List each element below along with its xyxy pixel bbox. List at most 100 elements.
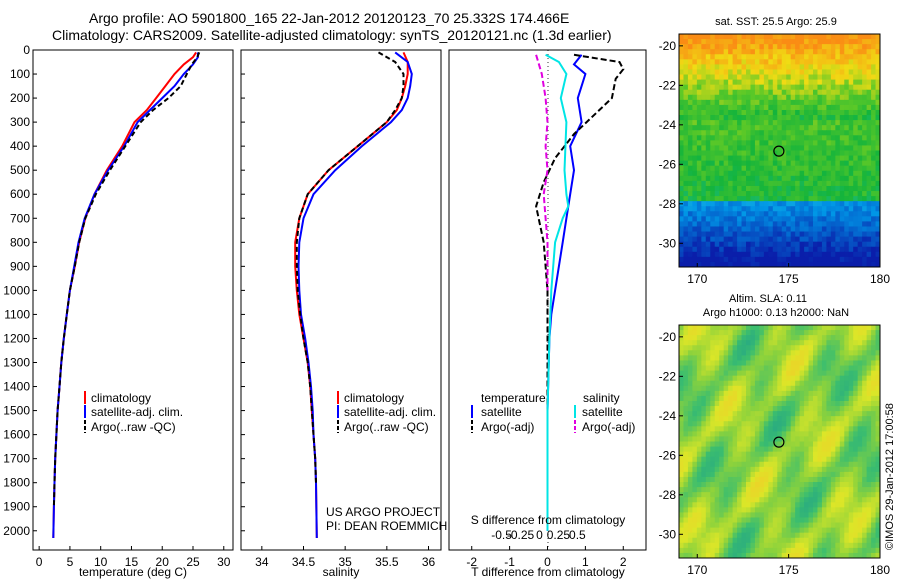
heatmap-cell <box>817 522 823 529</box>
heatmap-cell <box>844 69 850 76</box>
heatmap-cell <box>813 395 819 402</box>
heatmap-cell <box>826 431 832 438</box>
heatmap-cell <box>839 236 845 243</box>
heatmap-cell <box>799 99 805 106</box>
heatmap-cell <box>763 170 769 177</box>
heatmap-cell <box>692 49 698 55</box>
heatmap-cell <box>714 471 720 478</box>
heatmap-cell <box>705 400 711 407</box>
heatmap-cell <box>813 330 819 336</box>
heatmap-cell <box>719 165 725 172</box>
heatmap-cell <box>866 170 872 177</box>
heatmap-cell <box>692 44 698 50</box>
heatmap-cell <box>817 211 823 217</box>
heatmap-cell <box>719 120 725 126</box>
heatmap-cell <box>853 512 859 519</box>
legend-label-climatology: climatology <box>91 391 151 405</box>
heatmap-cell <box>777 120 783 126</box>
heatmap-cell <box>746 185 752 192</box>
heatmap-cell <box>871 431 877 438</box>
heatmap-cell <box>719 125 725 131</box>
heatmap-cell <box>813 206 819 212</box>
heatmap-cell <box>741 94 747 101</box>
heatmap-cell <box>754 421 760 427</box>
heatmap-cell <box>741 155 747 162</box>
heatmap-cell <box>763 345 769 351</box>
lat-tick-label: -22 <box>659 369 677 383</box>
heatmap-cell <box>871 456 877 463</box>
heatmap-cell <box>786 537 792 544</box>
heatmap-cell <box>701 532 707 539</box>
heatmap-cell <box>696 537 702 544</box>
heatmap-cell <box>692 456 698 463</box>
heatmap-cell <box>750 380 756 387</box>
heatmap-cell <box>768 471 774 478</box>
heatmap-cell <box>853 507 859 514</box>
heatmap-cell <box>741 79 747 86</box>
heatmap-cell <box>728 537 734 544</box>
heatmap-cell <box>799 335 805 341</box>
heatmap-cell <box>741 492 747 498</box>
heatmap-cell <box>862 201 868 207</box>
heatmap-cell <box>679 256 685 263</box>
heatmap-cell <box>826 471 832 478</box>
sla-map-frame <box>678 324 881 559</box>
heatmap-cell <box>790 180 796 187</box>
heatmap-cell <box>701 165 707 172</box>
heatmap-cell <box>844 395 850 402</box>
heatmap-cell <box>844 44 850 50</box>
heatmap-cell <box>826 160 832 167</box>
heatmap-cell <box>853 340 859 346</box>
heatmap-cell <box>750 350 756 356</box>
heatmap-cell <box>710 330 716 336</box>
heatmap-cell <box>875 99 880 106</box>
heatmap-cell <box>696 527 702 534</box>
heatmap-cell <box>821 180 827 187</box>
heatmap-cell <box>732 49 738 55</box>
heatmap-cell <box>683 236 689 243</box>
heatmap-cell <box>813 120 819 126</box>
heatmap-cell <box>786 542 792 549</box>
s-tick-label: 0.25 <box>547 528 571 542</box>
heatmap-cell <box>772 201 778 207</box>
heatmap-cell <box>799 446 805 453</box>
heatmap-cell <box>821 221 827 228</box>
heatmap-cell <box>799 191 805 197</box>
heatmap-cell <box>813 517 819 524</box>
heatmap-cell <box>768 64 774 71</box>
heatmap-cell <box>808 431 814 438</box>
heatmap-cell <box>821 170 827 177</box>
heatmap-cell <box>679 175 685 182</box>
heatmap-cell <box>808 74 814 81</box>
heatmap-cell <box>821 345 827 351</box>
heatmap-cell <box>804 395 810 402</box>
heatmap-cell <box>687 246 693 253</box>
heatmap-cell <box>808 59 814 65</box>
heatmap-cell <box>848 109 854 116</box>
heatmap-cell <box>875 150 880 157</box>
heatmap-cell <box>732 69 738 76</box>
heatmap-cell <box>763 456 769 463</box>
heatmap-cell <box>710 125 716 131</box>
heatmap-cell <box>728 365 734 372</box>
heatmap-cell <box>862 370 868 377</box>
argo-float-marker <box>773 436 785 448</box>
heatmap-cell <box>862 99 868 106</box>
heatmap-cell <box>830 84 836 91</box>
heatmap-cell <box>759 185 765 192</box>
heatmap-cell <box>750 421 756 427</box>
heatmap-cell <box>830 150 836 157</box>
heatmap-cell <box>777 406 783 412</box>
heatmap-cell <box>853 395 859 402</box>
heatmap-cell <box>746 125 752 131</box>
heatmap-cell <box>821 261 827 267</box>
heatmap-cell <box>799 246 805 253</box>
heatmap-cell <box>826 335 832 341</box>
heatmap-cell <box>705 115 711 121</box>
heatmap-cell <box>679 380 685 387</box>
heatmap-cell <box>763 206 769 212</box>
heatmap-cell <box>710 375 716 382</box>
heatmap-cell <box>804 221 810 228</box>
heatmap-cell <box>835 109 841 116</box>
heatmap-cell <box>683 416 689 422</box>
